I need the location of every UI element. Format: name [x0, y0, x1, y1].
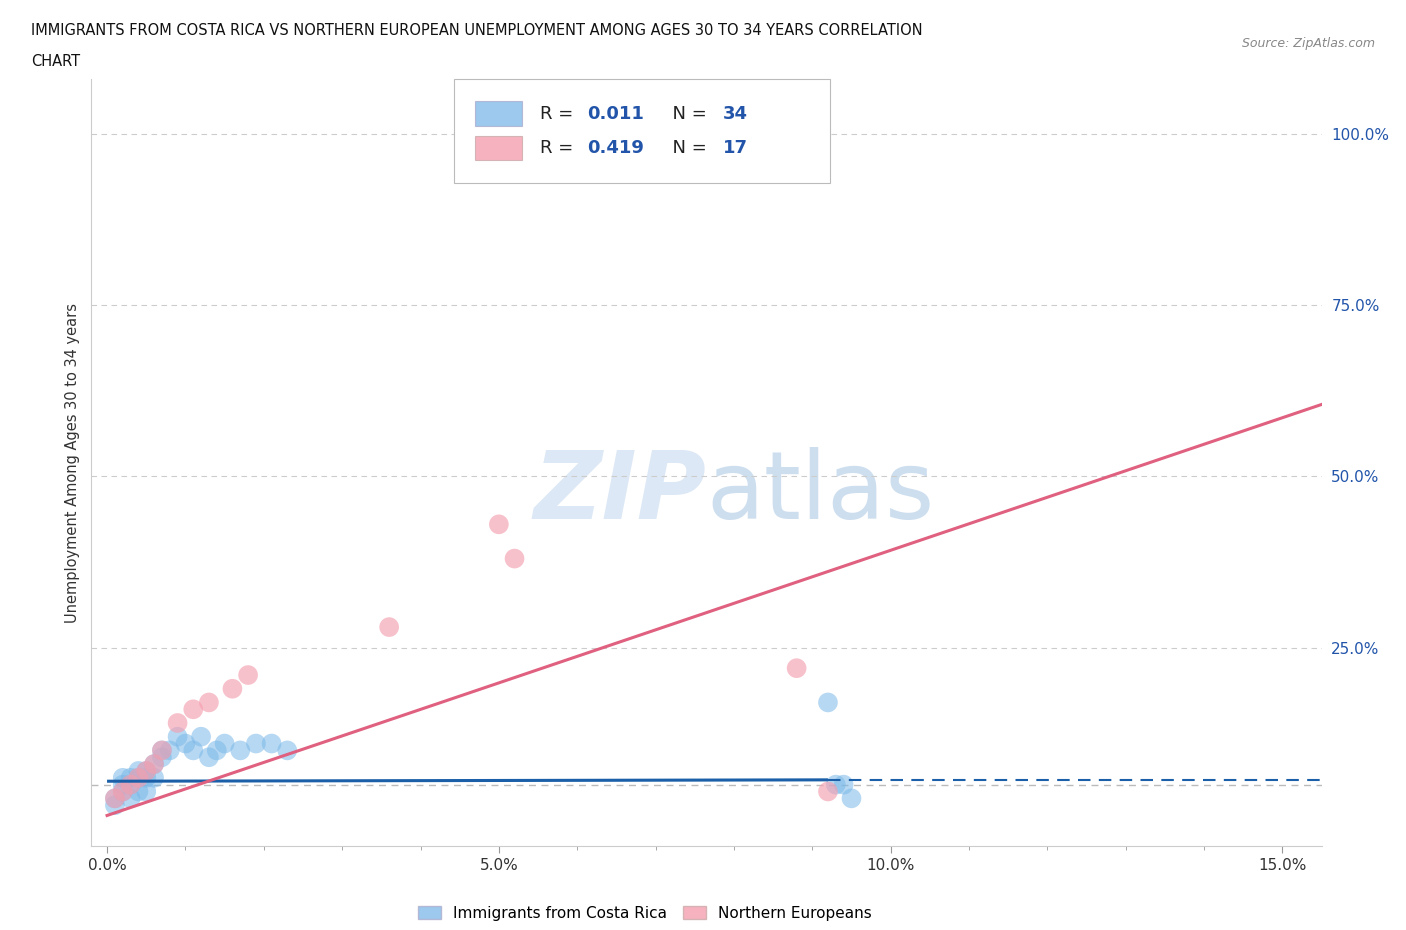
- Text: 0.011: 0.011: [588, 104, 644, 123]
- Point: [111, 784, 134, 799]
- Text: 34: 34: [723, 104, 748, 123]
- Point: [503, 551, 526, 566]
- Point: [786, 660, 808, 675]
- Point: [229, 743, 252, 758]
- Point: [817, 695, 839, 710]
- Point: [832, 777, 855, 792]
- Point: [214, 737, 236, 751]
- Point: [181, 743, 204, 758]
- Point: [120, 777, 142, 792]
- Point: [150, 743, 173, 758]
- Point: [190, 729, 212, 744]
- Point: [127, 770, 149, 785]
- Bar: [475, 136, 522, 160]
- Text: Source: ZipAtlas.com: Source: ZipAtlas.com: [1241, 37, 1375, 50]
- Point: [135, 770, 157, 785]
- Point: [260, 737, 283, 751]
- Point: [159, 743, 181, 758]
- Text: 17: 17: [723, 140, 748, 157]
- Legend: Immigrants from Costa Rica, Northern Europeans: Immigrants from Costa Rica, Northern Eur…: [412, 899, 877, 927]
- Point: [488, 517, 510, 532]
- Point: [120, 770, 142, 785]
- Point: [104, 798, 127, 813]
- Point: [127, 764, 149, 778]
- Point: [143, 757, 166, 772]
- Point: [143, 770, 166, 785]
- Point: [378, 619, 401, 634]
- Point: [205, 743, 228, 758]
- Text: CHART: CHART: [31, 54, 80, 69]
- Point: [236, 668, 259, 683]
- Point: [166, 715, 188, 730]
- Point: [104, 790, 127, 805]
- Point: [135, 784, 157, 799]
- Point: [135, 764, 157, 778]
- Point: [181, 702, 204, 717]
- FancyBboxPatch shape: [454, 79, 830, 182]
- Text: atlas: atlas: [706, 447, 935, 539]
- Text: N =: N =: [661, 104, 713, 123]
- Point: [135, 764, 157, 778]
- Point: [174, 737, 197, 751]
- Point: [120, 777, 142, 792]
- Point: [198, 750, 221, 764]
- Point: [166, 729, 188, 744]
- Text: ZIP: ZIP: [534, 447, 706, 539]
- Point: [127, 784, 149, 799]
- Point: [276, 743, 298, 758]
- Point: [111, 770, 134, 785]
- Text: N =: N =: [661, 140, 713, 157]
- Point: [817, 784, 839, 799]
- Point: [143, 757, 166, 772]
- Point: [104, 790, 127, 805]
- Point: [120, 790, 142, 805]
- Text: R =: R =: [540, 140, 579, 157]
- Point: [150, 750, 173, 764]
- Y-axis label: Unemployment Among Ages 30 to 34 years: Unemployment Among Ages 30 to 34 years: [65, 302, 80, 623]
- Text: R =: R =: [540, 104, 579, 123]
- Text: 0.419: 0.419: [588, 140, 644, 157]
- Point: [841, 790, 863, 805]
- Point: [198, 695, 221, 710]
- Point: [245, 737, 267, 751]
- Bar: [475, 101, 522, 126]
- Point: [150, 743, 173, 758]
- Point: [111, 784, 134, 799]
- Point: [127, 770, 149, 785]
- Text: IMMIGRANTS FROM COSTA RICA VS NORTHERN EUROPEAN UNEMPLOYMENT AMONG AGES 30 TO 34: IMMIGRANTS FROM COSTA RICA VS NORTHERN E…: [31, 23, 922, 38]
- Point: [221, 682, 243, 697]
- Point: [824, 777, 846, 792]
- Point: [111, 777, 134, 792]
